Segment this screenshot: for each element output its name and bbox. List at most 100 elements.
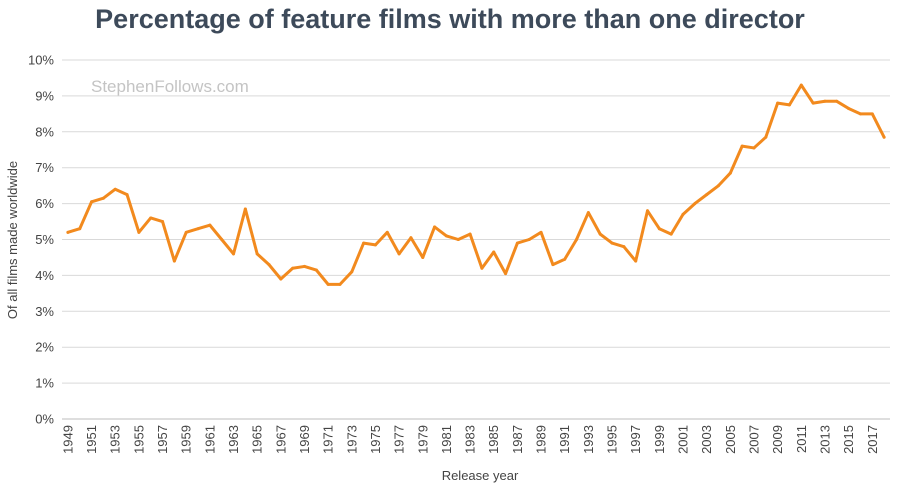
x-tick-label: 1977 (392, 425, 407, 454)
data-point (243, 207, 247, 211)
data-point (634, 259, 638, 263)
data-point (740, 144, 744, 148)
y-tick-label: 8% (35, 124, 54, 139)
data-point (858, 112, 862, 116)
data-point (172, 259, 176, 263)
data-point (326, 282, 330, 286)
x-tick-label: 2009 (770, 425, 785, 454)
data-point (302, 264, 306, 268)
x-tick-label: 2001 (676, 425, 691, 454)
x-tick-label: 1997 (628, 425, 643, 454)
x-tick-label: 1987 (510, 425, 525, 454)
data-point (149, 216, 153, 220)
series-group (66, 83, 886, 286)
data-point (397, 252, 401, 256)
y-tick-label: 6% (35, 196, 54, 211)
y-tick-labels: 0% 1% 2% 3% 4% 5% 6% 7% 8% 9% 10% (28, 53, 54, 427)
data-point (835, 99, 839, 103)
grid-lines (62, 59, 890, 420)
data-point (515, 241, 519, 245)
x-tick-label: 1985 (486, 425, 501, 454)
data-point (492, 250, 496, 254)
y-tick-label: 3% (35, 304, 54, 319)
data-point (716, 184, 720, 188)
data-point (563, 257, 567, 261)
x-tick-label: 1965 (250, 425, 265, 454)
y-tick-label: 0% (35, 412, 54, 427)
data-point (622, 245, 626, 249)
data-point (586, 211, 590, 215)
data-point (728, 171, 732, 175)
data-point (480, 266, 484, 270)
data-point (575, 238, 579, 241)
data-point (101, 196, 105, 200)
data-point (811, 101, 815, 105)
data-point (362, 241, 366, 245)
data-point (373, 243, 377, 247)
x-tick-label: 1967 (273, 425, 288, 454)
data-point (823, 99, 827, 103)
data-point (539, 230, 543, 234)
x-tick-label: 1969 (297, 425, 312, 454)
data-point (113, 187, 117, 191)
data-point (610, 241, 614, 245)
x-tick-label: 1971 (321, 425, 336, 454)
x-tick-label: 1959 (179, 425, 194, 454)
data-point (681, 212, 685, 216)
data-point (752, 146, 756, 150)
data-point (468, 232, 472, 236)
data-point (527, 238, 531, 241)
x-tick-label: 1957 (155, 425, 170, 454)
data-point (232, 252, 236, 256)
data-point (776, 101, 780, 105)
y-tick-label: 9% (35, 88, 54, 103)
series-line (66, 83, 886, 286)
y-tick-label: 7% (35, 160, 54, 175)
x-tick-label: 1975 (368, 425, 383, 454)
x-tick-label: 1979 (415, 425, 430, 454)
data-point (78, 227, 82, 231)
data-point (125, 193, 129, 197)
y-tick-label: 1% (35, 376, 54, 391)
data-point (161, 220, 165, 224)
data-point (444, 234, 448, 238)
y-tick-label: 4% (35, 268, 54, 283)
x-tick-label: 1983 (463, 425, 478, 454)
y-tick-label: 5% (35, 232, 54, 247)
x-tick-label: 1963 (226, 425, 241, 454)
x-axis-title: Release year (442, 468, 519, 483)
y-axis-title: Of all films made worldwide (5, 161, 20, 319)
x-tick-label: 1981 (439, 425, 454, 454)
data-point (847, 106, 851, 110)
data-point (66, 230, 70, 234)
data-point (255, 252, 259, 256)
x-tick-label: 1989 (534, 425, 549, 454)
x-tick-label: 1991 (557, 425, 572, 454)
x-tick-label: 1955 (131, 425, 146, 454)
chart-title: Percentage of feature films with more th… (95, 4, 805, 34)
data-point (208, 223, 212, 227)
data-point (646, 209, 650, 213)
y-tick-label: 10% (28, 53, 54, 68)
x-tick-labels: 1949 1951 1953 1955 1957 1959 1961 1963 1965 1967… (60, 425, 879, 454)
data-point (314, 268, 318, 272)
x-tick-label: 1999 (652, 425, 667, 454)
watermark: StephenFollows.com (91, 77, 249, 96)
data-point (456, 238, 460, 241)
data-point (764, 135, 768, 139)
y-tick-label: 2% (35, 340, 54, 355)
x-tick-label: 2011 (794, 425, 809, 453)
data-point (291, 266, 295, 270)
data-point (350, 270, 354, 274)
data-point (220, 238, 224, 241)
x-tick-label: 1961 (202, 425, 217, 454)
data-point (137, 230, 141, 234)
data-point (799, 83, 803, 87)
data-point (338, 282, 342, 286)
data-point (693, 202, 697, 206)
x-tick-label: 1949 (60, 425, 75, 454)
data-point (504, 272, 508, 276)
x-tick-label: 2003 (699, 425, 714, 454)
data-point (196, 227, 200, 231)
